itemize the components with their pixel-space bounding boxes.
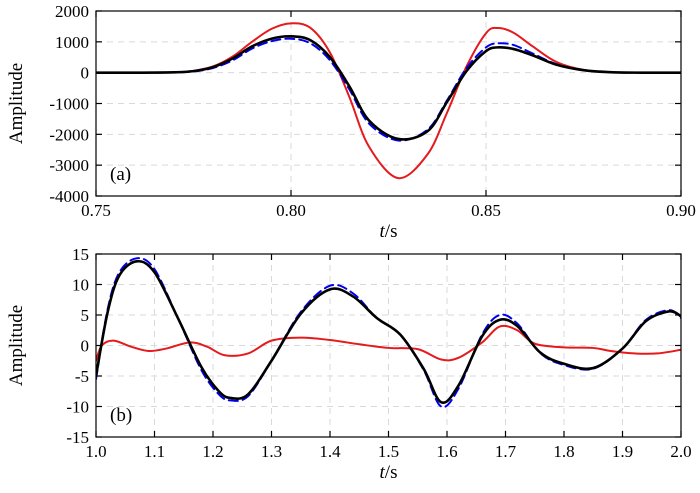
x-tick-label: 1.9 <box>612 442 633 461</box>
x-tick-label: 1.1 <box>144 442 165 461</box>
series-line-3 <box>96 34 681 141</box>
x-axis-label-unit: /s <box>385 462 398 483</box>
x-axis-label: t/s <box>380 462 398 483</box>
y-tick-label: -10 <box>66 398 89 417</box>
y-tick-label: 15 <box>72 245 89 264</box>
x-tick-label: 1.5 <box>378 442 399 461</box>
y-tick-label: 0 <box>81 337 90 356</box>
panel-a: 0.75 0.80 0.85 0.90 -4000 -3000 -2000 -1000 0 100… <box>6 2 696 242</box>
series-group <box>96 257 681 409</box>
y-axis-label: Amplitude <box>6 63 27 144</box>
y-tick-label: 5 <box>81 306 90 325</box>
series-group <box>96 22 681 180</box>
x-tick-label: 1.2 <box>202 442 223 461</box>
y-tick-label: 10 <box>72 276 89 295</box>
x-tick-label: 1.6 <box>436 442 457 461</box>
series-line-1 <box>96 324 681 362</box>
x-tick-label: 0.85 <box>471 201 501 220</box>
y-tick-label: -15 <box>66 428 89 447</box>
panel-b: 1.0 1.1 1.2 1.3 1.4 1.5 1.6 1.7 1.8 1.9 2.0 -15 -10 -… <box>6 245 692 483</box>
x-tick-label: 1.7 <box>495 442 517 461</box>
x-axis-label-unit: /s <box>385 221 398 242</box>
x-tick-label: 1.0 <box>85 442 106 461</box>
y-tick-label: -4000 <box>49 187 89 206</box>
x-tick-label: 0.80 <box>276 201 306 220</box>
x-tick-label: 1.8 <box>553 442 574 461</box>
y-tick-label: 0 <box>81 64 90 83</box>
x-tick-label: 0.90 <box>666 201 696 220</box>
y-tick-label: -5 <box>75 367 89 386</box>
x-tick-label: 1.4 <box>319 442 341 461</box>
y-tick-label: -1000 <box>49 95 89 114</box>
x-tick-label: 0.75 <box>81 201 111 220</box>
series-line-3 <box>96 259 681 405</box>
x-axis-label-var: t <box>380 221 386 242</box>
x-axis-label-var: t <box>380 462 386 483</box>
panel-label: (b) <box>110 405 132 426</box>
y-tick-label: -3000 <box>49 156 89 175</box>
y-tick-label: 2000 <box>55 2 89 21</box>
y-tick-label: 1000 <box>55 33 89 52</box>
panel-label: (a) <box>110 164 131 185</box>
x-tick-label: 1.3 <box>261 442 282 461</box>
y-axis-label: Amplitude <box>6 305 27 386</box>
x-axis-label: t/s <box>380 221 398 242</box>
x-tick-label: 2.0 <box>670 442 691 461</box>
y-tick-label: -2000 <box>49 125 89 144</box>
